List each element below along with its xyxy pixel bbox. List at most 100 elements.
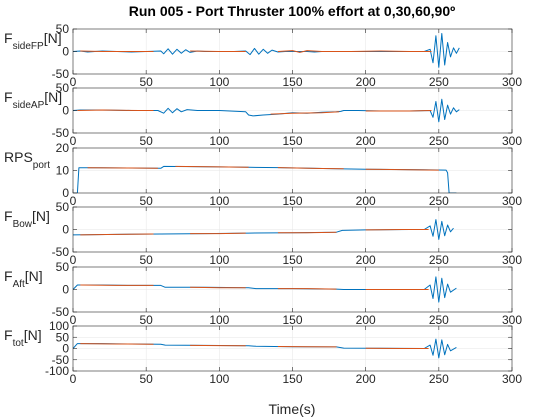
y-axis-label: FsideAP[N] xyxy=(4,89,62,111)
y-tick-label: 50 xyxy=(56,22,70,36)
y-label-main: F xyxy=(4,89,13,105)
y-label-subscript: Aft xyxy=(13,279,25,290)
x-tick-label: 0 xyxy=(70,372,77,386)
x-tick-label: 200 xyxy=(356,253,376,267)
y-label-main: F xyxy=(4,30,13,46)
y-tick-label: 10 xyxy=(56,164,70,178)
x-tick-label: 300 xyxy=(502,75,522,89)
y-label-unit: [N] xyxy=(25,268,43,284)
y-tick-label: 50 xyxy=(56,330,70,344)
red-series-line xyxy=(277,231,337,234)
x-tick-label: 0 xyxy=(70,313,77,327)
x-tick-label: 300 xyxy=(502,313,522,327)
x-tick-label: 300 xyxy=(502,134,522,148)
y-label-unit: [N] xyxy=(44,89,62,105)
x-tick-label: 100 xyxy=(209,75,229,89)
x-tick-label: 250 xyxy=(429,75,449,89)
subplot-3: 0 50 100 150 200 250 300 0 10 20 RPSport xyxy=(4,141,522,208)
y-tick-label: -50 xyxy=(52,245,70,259)
x-tick-label: 0 xyxy=(70,75,77,89)
red-series-line xyxy=(190,50,246,52)
y-label-main: F xyxy=(4,268,13,284)
red-series-line xyxy=(190,232,246,235)
x-tick-label: 250 xyxy=(429,194,449,208)
y-axis-label: FsideFP[N] xyxy=(4,30,62,52)
x-tick-label: 150 xyxy=(282,313,302,327)
x-tick-label: 200 xyxy=(356,194,376,208)
y-label-subscript: sideFP xyxy=(13,41,44,52)
y-tick-label: 0 xyxy=(62,342,69,356)
red-series-line xyxy=(80,233,154,236)
y-tick-label: 0 xyxy=(62,283,69,297)
red-series-line xyxy=(277,50,432,53)
x-tick-label: 100 xyxy=(209,313,229,327)
y-tick-label: 0 xyxy=(62,186,69,200)
x-tick-label: 200 xyxy=(356,75,376,89)
x-tick-label: 50 xyxy=(139,253,153,267)
x-tick-label: 100 xyxy=(209,134,229,148)
x-tick-label: 200 xyxy=(356,313,376,327)
red-series-line xyxy=(365,110,432,112)
x-tick-label: 150 xyxy=(282,194,302,208)
chart-title: Run 005 - Port Thruster 100% effort at 0… xyxy=(129,3,455,19)
x-tick-label: 100 xyxy=(209,372,229,386)
red-series-line xyxy=(80,50,154,52)
red-series-line xyxy=(270,111,340,115)
red-series-line xyxy=(77,109,154,111)
y-tick-label: 100 xyxy=(49,319,69,333)
y-tick-label: 0 xyxy=(62,223,69,237)
y-tick-label: 50 xyxy=(56,200,70,214)
x-axis-label: Time(s) xyxy=(269,401,316,417)
y-label-unit: [N] xyxy=(44,30,62,46)
y-label-subscript: sideAP xyxy=(13,100,45,111)
x-tick-label: 0 xyxy=(70,253,77,267)
red-series-line xyxy=(277,288,337,290)
x-tick-label: 50 xyxy=(139,75,153,89)
x-tick-label: 150 xyxy=(282,75,302,89)
y-tick-label: -50 xyxy=(52,126,70,140)
x-tick-label: 50 xyxy=(139,372,153,386)
y-tick-label: -100 xyxy=(45,364,69,378)
y-axis-label: RPSport xyxy=(4,149,50,171)
y-label-subscript: Bow xyxy=(13,219,33,230)
y-axis-label: FBow[N] xyxy=(4,208,50,230)
y-tick-label: -50 xyxy=(52,67,70,81)
y-label-subscript: port xyxy=(33,160,50,171)
x-tick-label: 300 xyxy=(502,372,522,386)
y-tick-label: 50 xyxy=(56,260,70,274)
red-series-line xyxy=(80,343,154,345)
y-axis-label: Ftot[N] xyxy=(4,327,42,349)
red-series-line xyxy=(277,167,344,170)
y-axis-label: FAft[N] xyxy=(4,268,43,290)
x-tick-label: 50 xyxy=(139,134,153,148)
y-label-main: RPS xyxy=(4,149,33,165)
y-label-unit: [N] xyxy=(24,327,42,343)
x-tick-label: 0 xyxy=(70,134,77,148)
x-tick-label: 50 xyxy=(139,194,153,208)
y-tick-label: 0 xyxy=(62,45,69,59)
y-tick-label: 50 xyxy=(56,81,70,95)
x-tick-label: 150 xyxy=(282,372,302,386)
red-series-line xyxy=(175,165,249,168)
x-tick-label: 300 xyxy=(502,253,522,267)
x-tick-label: 50 xyxy=(139,313,153,327)
red-series-line xyxy=(87,167,158,169)
y-tick-label: 20 xyxy=(56,141,70,155)
y-label-main: F xyxy=(4,208,13,224)
x-tick-label: 100 xyxy=(209,194,229,208)
y-tick-label: -50 xyxy=(52,353,70,367)
y-tick-label: -50 xyxy=(52,305,70,319)
x-tick-label: 300 xyxy=(502,194,522,208)
x-tick-label: 250 xyxy=(429,372,449,386)
x-tick-label: 200 xyxy=(356,372,376,386)
x-tick-label: 250 xyxy=(429,253,449,267)
y-label-main: F xyxy=(4,327,13,343)
x-tick-label: 250 xyxy=(429,134,449,148)
blue-series-line xyxy=(73,33,460,68)
